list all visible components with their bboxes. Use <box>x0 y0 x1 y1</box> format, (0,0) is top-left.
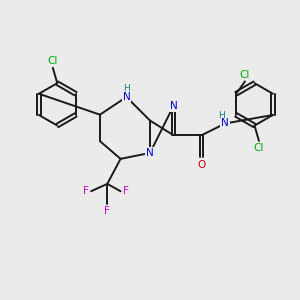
Text: F: F <box>104 206 110 216</box>
Text: H: H <box>123 84 130 93</box>
Text: F: F <box>83 186 89 196</box>
Text: N: N <box>170 101 177 111</box>
Text: N: N <box>221 118 229 128</box>
Text: Cl: Cl <box>254 142 264 153</box>
Text: Cl: Cl <box>240 70 250 80</box>
Text: N: N <box>146 148 154 158</box>
Text: H: H <box>218 111 225 120</box>
Text: N: N <box>123 92 130 102</box>
Text: O: O <box>197 160 206 170</box>
Text: F: F <box>123 186 129 196</box>
Text: Cl: Cl <box>48 56 58 66</box>
